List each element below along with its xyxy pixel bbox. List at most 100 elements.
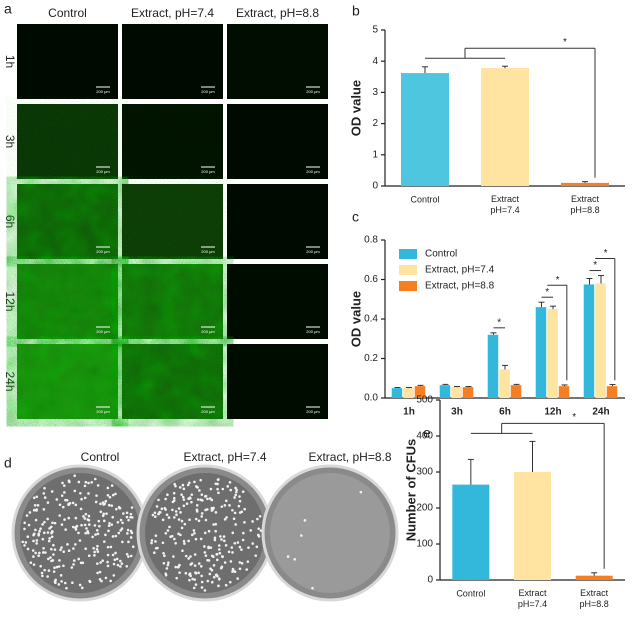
colony	[196, 486, 199, 489]
row-label: 1h	[3, 55, 17, 68]
colony	[173, 516, 176, 519]
colony	[188, 578, 191, 582]
colony	[184, 571, 188, 575]
bar	[558, 386, 570, 398]
x-tick-label: 12h	[544, 407, 561, 418]
colony	[235, 490, 238, 494]
colony	[207, 546, 210, 550]
colony	[218, 551, 222, 555]
micrograph-texture	[122, 344, 223, 419]
colony	[111, 553, 115, 557]
colony	[114, 492, 117, 496]
colony	[72, 559, 76, 562]
colony	[182, 487, 186, 491]
colony	[234, 493, 237, 497]
colony	[71, 501, 75, 505]
colony	[111, 535, 115, 538]
colony	[223, 561, 227, 564]
colony	[84, 512, 88, 516]
colony	[87, 518, 91, 522]
x-tick-label: Control	[410, 194, 439, 204]
colony	[200, 574, 203, 578]
colony	[215, 558, 219, 562]
significance-label: *	[556, 275, 560, 286]
colony	[98, 570, 102, 574]
colony	[125, 564, 129, 568]
colony	[293, 558, 297, 561]
colony	[166, 529, 170, 532]
colony	[73, 489, 77, 493]
colony	[204, 495, 207, 498]
colony	[63, 491, 66, 494]
colony	[65, 499, 69, 502]
colony	[236, 541, 240, 544]
colony	[199, 565, 203, 568]
x-tick-label-line: pH=7.4	[490, 205, 519, 215]
colony	[126, 532, 129, 535]
colony	[238, 561, 242, 564]
colony	[194, 571, 197, 574]
colony	[212, 575, 216, 579]
colony	[102, 512, 106, 516]
colony	[177, 507, 181, 510]
bar	[452, 484, 490, 580]
colony	[223, 504, 227, 507]
colony	[200, 512, 204, 515]
colony	[74, 503, 78, 507]
legend-label: Extract, pH=8.8	[425, 281, 495, 292]
colony	[199, 478, 202, 482]
colony	[171, 508, 174, 512]
colony	[32, 496, 36, 500]
panel-label: d	[4, 455, 12, 471]
column-header: Extract, pH=7.4	[131, 6, 214, 20]
micrograph	[227, 184, 328, 259]
colony	[114, 534, 118, 538]
colony	[238, 499, 242, 503]
colony	[168, 525, 171, 529]
colony	[74, 543, 77, 546]
y-tick-label: 100	[416, 539, 433, 550]
colony	[204, 518, 208, 522]
colony	[175, 576, 178, 580]
bar	[514, 472, 551, 580]
colony	[249, 529, 253, 532]
colony	[240, 510, 244, 514]
colony	[74, 526, 77, 530]
colony	[170, 534, 174, 538]
colony	[216, 574, 219, 578]
micrograph-texture	[122, 184, 223, 259]
colony	[231, 568, 235, 572]
y-tick-label: 0	[427, 575, 433, 586]
colony	[102, 540, 106, 543]
colony	[238, 495, 241, 498]
colony	[153, 511, 157, 515]
colony	[208, 572, 212, 576]
colony	[107, 529, 110, 533]
micrograph	[17, 24, 118, 99]
colony	[216, 478, 220, 481]
colony	[38, 551, 41, 555]
colony	[37, 532, 41, 536]
colony	[247, 546, 250, 549]
colony	[79, 507, 83, 511]
scale-bar-label: 200 μm	[96, 329, 110, 334]
row-label: 6h	[3, 215, 17, 228]
colony	[53, 566, 56, 570]
colony	[39, 527, 42, 530]
colony	[39, 564, 43, 568]
colony	[210, 498, 214, 502]
bar	[499, 369, 510, 398]
colony	[303, 519, 307, 522]
colony	[183, 522, 187, 526]
colony	[58, 559, 61, 562]
colony	[197, 562, 201, 565]
colony	[200, 515, 204, 518]
x-tick-label: Extract pH=8.8	[580, 588, 609, 609]
colony	[35, 542, 38, 545]
colony	[97, 519, 101, 523]
colony	[93, 550, 96, 554]
dish-label: Extract, pH=8.8	[308, 450, 391, 464]
micrograph	[227, 104, 328, 179]
bar	[595, 283, 606, 398]
x-tick-label: Extract pH=7.4	[518, 588, 547, 609]
